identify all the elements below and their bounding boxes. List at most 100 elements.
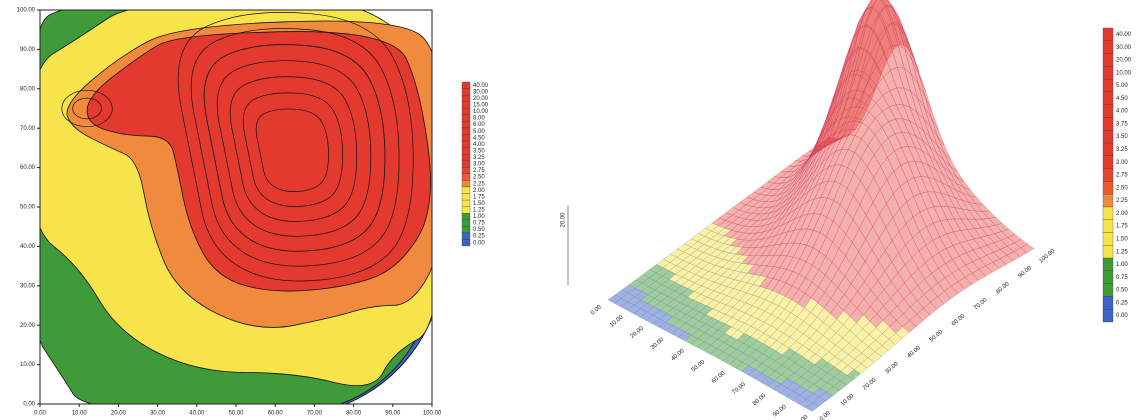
colorbar-label: 6.00 (473, 122, 485, 128)
colorbar-label: 2.75 (1116, 173, 1128, 179)
colorbar-swatch (461, 186, 471, 194)
contour-region (203, 44, 386, 252)
x-tick-label: 0.00 (34, 411, 46, 417)
y-tick-label: 100.00 (17, 8, 36, 14)
y-tick-label: 10.00 (20, 362, 36, 368)
colorbar-label: 40.00 (473, 83, 489, 89)
colorbar-swatch (1102, 53, 1114, 67)
contour-line (229, 76, 358, 222)
colorbar-swatch (461, 213, 471, 220)
colorbar-swatch (1102, 91, 1114, 105)
contour-line (216, 60, 372, 237)
y-tick-label: 70.00 (973, 297, 989, 312)
colorbar-swatch (1102, 219, 1114, 233)
colorbar-label: 3.50 (1116, 134, 1128, 140)
colorbar-swatch (461, 108, 471, 115)
colorbar-label: 5.00 (1116, 83, 1128, 89)
x-tick-label: 80.00 (346, 411, 362, 417)
colorbar-label: 3.75 (1116, 121, 1128, 127)
colorbar-swatch (461, 232, 471, 240)
x-tick-label: 40.00 (189, 411, 205, 417)
colorbar-swatch (1102, 296, 1114, 310)
colorbar-swatch (1102, 117, 1114, 131)
colorbar-label: 8.00 (473, 116, 485, 122)
y-tick-label: 0.00 (23, 402, 35, 408)
colorbar-swatch (1102, 309, 1114, 323)
colorbar-label: 4.50 (1116, 96, 1128, 102)
colorbar-swatch (461, 140, 471, 148)
colorbar-label: 30.00 (473, 89, 489, 95)
contour-line (61, 89, 113, 128)
colorbar-swatch (461, 160, 471, 168)
colorbar-label: 2.50 (1116, 185, 1128, 191)
colorbar-swatch (1102, 66, 1114, 80)
colorbar-swatch (1102, 194, 1114, 208)
x-tick-label: 10.00 (609, 314, 625, 329)
colorbar-label: 0.75 (473, 221, 485, 227)
colorbar-swatch (461, 134, 471, 142)
y-tick-label: 70.00 (20, 126, 36, 132)
colorbar-swatch (1102, 245, 1114, 259)
colorbar-label: 3.25 (1116, 147, 1128, 153)
colorbar-swatch (461, 94, 471, 102)
contour-line (177, 12, 414, 282)
x-tick-label: 20.00 (111, 411, 127, 417)
colorbar-label: 0.00 (473, 240, 485, 246)
colorbar-swatch (1102, 104, 1114, 118)
y-tick-label: 20.00 (20, 323, 36, 329)
colorbar-swatch (461, 193, 471, 201)
x-tick-label: 40.00 (670, 348, 686, 363)
colorbar-label: 1.75 (1116, 224, 1128, 230)
contour-line (190, 28, 400, 267)
y-tick-label: 90.00 (20, 47, 36, 53)
colorbar-label: 0.75 (1116, 275, 1128, 281)
y-tick-label: 40.00 (906, 345, 922, 360)
x-tick-label: 100.00 (791, 414, 809, 420)
colorbar-label: 0.50 (473, 227, 485, 233)
colorbar-swatch (461, 127, 471, 135)
colorbar-label: 1.00 (1116, 262, 1128, 268)
colorbar-label: 2.75 (473, 168, 485, 174)
x-tick-label: 0.00 (590, 304, 603, 317)
colorbar-label: 1.50 (1116, 236, 1128, 242)
colorbar-swatch (1102, 130, 1114, 144)
colorbar-label: 4.00 (473, 142, 485, 148)
colorbar-swatch (1102, 232, 1114, 246)
y-tick-label: 50.00 (20, 205, 36, 211)
colorbar-swatch (461, 101, 471, 109)
x-tick-label: 70.00 (731, 381, 747, 396)
colorbar-swatch (1102, 283, 1114, 297)
colorbar-swatch (461, 88, 471, 96)
colorbar-swatch (461, 167, 471, 174)
y-tick-label: 100.00 (1038, 248, 1056, 265)
y-tick-label: 10.00 (840, 393, 856, 408)
y-tick-label: 0.00 (819, 410, 832, 420)
x-tick-label: 20.00 (629, 325, 645, 340)
colorbar-label: 3.00 (1116, 160, 1128, 166)
colorbar-label: 1.25 (1116, 249, 1128, 255)
y-tick-label: 80.00 (20, 86, 36, 92)
colorbar-label: 4.50 (473, 135, 485, 141)
y-tick-label: 60.00 (951, 313, 967, 328)
colorbar-swatch (461, 147, 471, 155)
y-tick-label: 20.00 (862, 377, 878, 392)
colorbar-label: 15.00 (473, 103, 489, 109)
surface-cell (805, 402, 820, 412)
colorbar-swatch (461, 239, 471, 247)
y-tick-label: 60.00 (20, 165, 36, 171)
colorbar-label: 40.00 (1116, 32, 1132, 38)
colorbar-label: 20.00 (473, 96, 489, 102)
y-tick-label: 30.00 (20, 283, 36, 289)
colorbar-swatch (461, 219, 471, 227)
colorbar-label: 3.00 (473, 162, 485, 168)
colorbar-swatch (461, 180, 471, 188)
colorbar-label: 0.00 (1116, 313, 1128, 319)
colorbar-label: 0.25 (1116, 300, 1128, 306)
colorbar-swatch (1102, 40, 1114, 54)
colorbar-label: 1.50 (473, 201, 485, 207)
colorbar-label: 30.00 (1116, 45, 1132, 51)
colorbar-swatch (461, 173, 471, 181)
x-tick-label: 10.00 (72, 411, 88, 417)
x-tick-label: 60.00 (711, 370, 727, 385)
